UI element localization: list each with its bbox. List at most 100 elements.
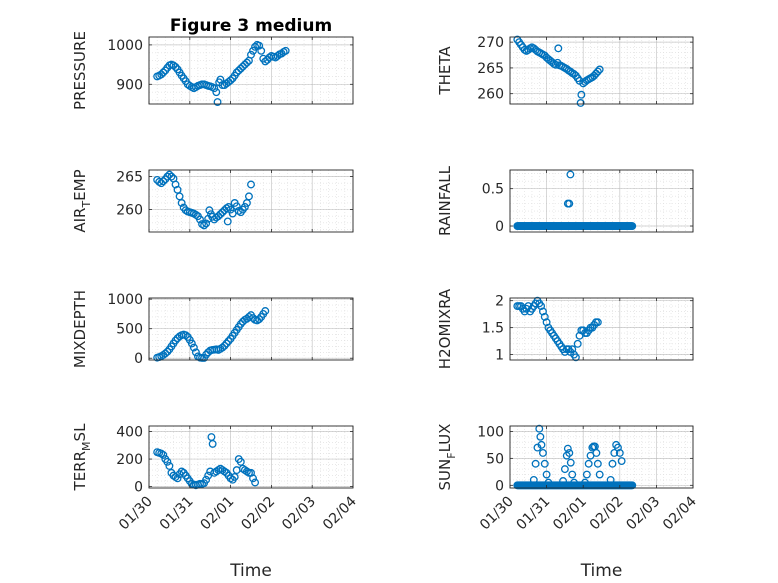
data-point [205,206,214,215]
subplot-mixdepth: 0 500 1000 MIXDEPTH [71,290,354,368]
data-point [189,343,198,352]
data-point [610,449,619,457]
y-tick-label: 0 [134,480,143,496]
data-point [540,459,549,468]
axes-box [509,425,694,489]
data-point [542,318,551,327]
data-point [273,51,282,60]
data-point [249,46,257,55]
data-point [593,318,602,327]
data-point [281,46,290,55]
y-tick-label: 265 [477,61,504,77]
y-axis-label-main: TERR [71,451,89,492]
data-point [200,221,209,230]
data-point [566,170,575,179]
axes-box [509,297,694,361]
data-point [614,443,622,452]
data-point [161,349,170,358]
series-markers [153,40,290,106]
data-point [157,449,166,458]
data-point [240,60,249,69]
data-point [531,459,540,468]
data-point [595,470,604,479]
data-point [565,199,574,208]
data-point [628,481,637,490]
data-point [220,467,229,476]
data-point [536,432,545,441]
plot-area [149,426,353,488]
data-point [171,336,180,345]
axes-box [509,36,694,105]
data-point [177,467,186,476]
y-tick-label: 100 [477,424,504,440]
data-point [210,84,219,93]
data-point [202,350,211,359]
y-tick-label: 1000 [107,38,143,54]
data-point [538,449,547,457]
data-point [159,68,168,77]
x-tick-label: 02/01 [198,494,238,534]
y-axis-label-main: SUN [436,459,454,491]
data-point [593,67,602,76]
x-tick-label: 02/01 [550,494,590,534]
data-point [573,339,582,348]
data-point [261,57,270,66]
plot-area [510,298,693,360]
y-axis-label: THETA [436,46,454,96]
data-point [251,42,260,51]
x-tick-label: 02/02 [587,494,627,534]
data-point [542,470,551,479]
data-point [563,444,572,453]
data-point [220,341,229,350]
data-point [551,60,560,69]
series-markers [513,296,602,362]
data-point [560,465,569,474]
y-axis-label-main: MIXDEPTH [71,290,89,368]
data-point [232,202,241,211]
data-point [208,439,217,448]
data-point [247,50,255,59]
data-point [568,470,577,479]
subplot-terr_msl: 01/30 01/31 02/01 02/02 02/03 02/04 0 200 400 TER… [71,423,360,581]
data-point [169,61,178,70]
data-point [538,307,547,316]
grid [509,425,694,488]
y-axis-label-subscript: F [445,452,458,458]
data-point [617,457,626,465]
x-tick-label: 01/30 [477,494,517,534]
data-point [568,345,577,354]
data-point [576,99,585,107]
data-point [540,312,549,321]
series-markers [513,424,637,490]
data-point [226,205,235,214]
data-point [236,64,245,73]
x-tick-label: 02/02 [238,494,278,534]
y-tick-label: 1000 [107,292,143,308]
y-tick-label: 2 [495,294,504,310]
data-point [261,307,270,315]
y-tick-label: 260 [477,87,504,103]
axes-box [509,169,694,233]
y-tick-label: 0.5 [482,182,504,198]
data-point [181,331,190,340]
data-point [214,212,223,221]
data-point [242,467,251,476]
axes-box [148,36,354,105]
subplot-h2omixra: 1 1.5 2 H2OMIXRA [436,288,694,369]
data-point [187,339,196,348]
y-tick-label: 0 [495,478,504,494]
data-point [234,66,243,75]
data-point [242,58,251,67]
series-markers [153,433,260,490]
y-tick-label: 260 [116,203,143,219]
series-markers [513,35,604,107]
data-point [263,55,272,64]
data-point [593,459,602,468]
data-point [566,458,575,467]
y-axis-label-main: RAINFALL [436,165,454,236]
data-point [238,62,247,71]
y-axis-label-main: PRESSURE [71,31,89,110]
data-point [163,347,172,356]
data-point [167,172,176,181]
y-tick-label: 200 [116,452,143,468]
